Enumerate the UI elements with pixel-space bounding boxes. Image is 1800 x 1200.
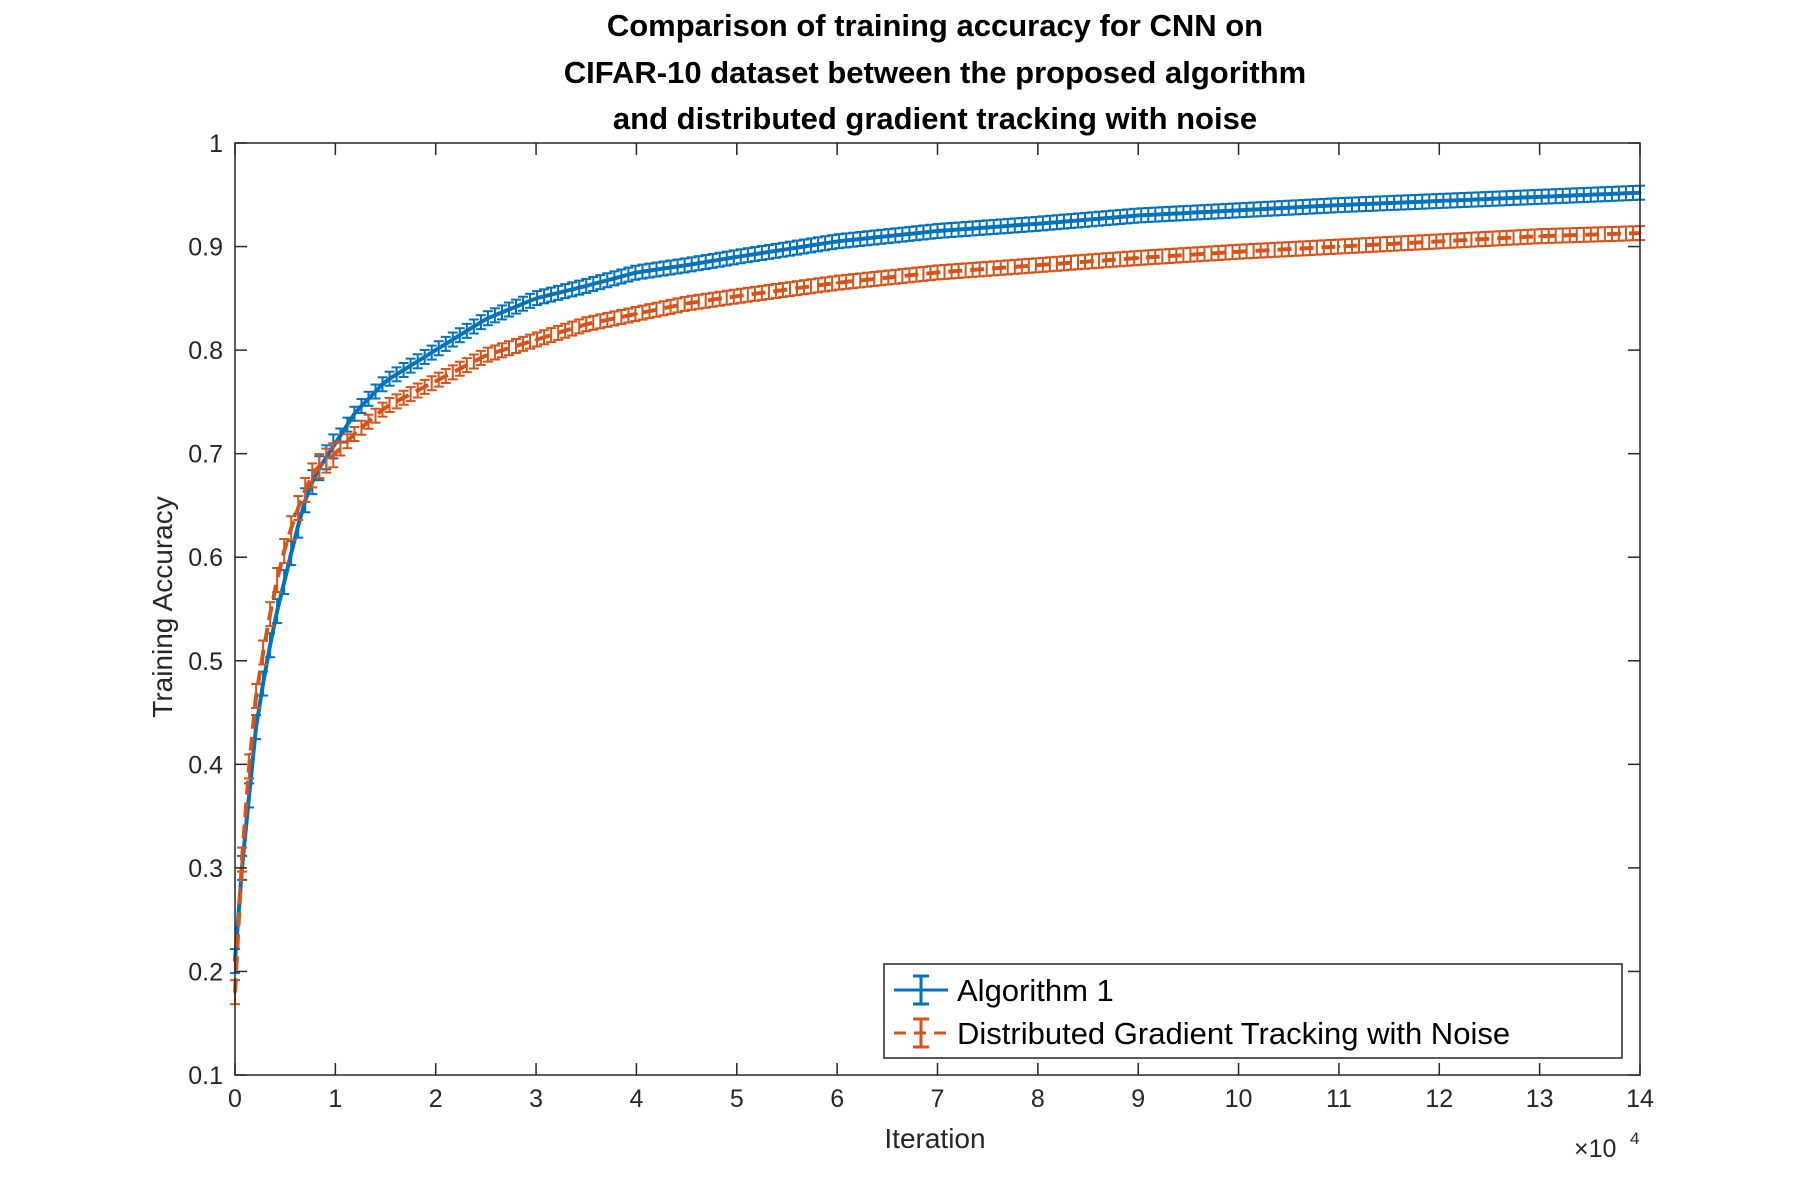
legend-label-dgt-noise: Distributed Gradient Tracking with Noise <box>957 1016 1510 1051</box>
axes <box>234 142 1641 1076</box>
y-tick-label-9: 1 <box>209 130 223 158</box>
x-tick-label-9: 9 <box>1131 1085 1145 1113</box>
point-dgt-noise-13 <box>384 405 388 409</box>
point-dgt-noise-1 <box>238 887 242 891</box>
point-dgt-noise-25 <box>1237 250 1241 254</box>
legend-entry-algorithm-1: Algorithm 1 <box>894 973 1114 1008</box>
legend: Algorithm 1 Distributed Gradient Trackin… <box>883 963 1623 1059</box>
point-algorithm-1-17 <box>584 284 588 288</box>
y-tick-label-4: 0.5 <box>188 648 223 676</box>
x-axis-label: Iteration <box>884 1123 985 1154</box>
point-dgt-noise-4 <box>253 700 257 704</box>
point-dgt-noise-27 <box>1437 239 1441 243</box>
point-algorithm-1-12 <box>353 410 357 414</box>
point-algorithm-1-27 <box>1437 199 1441 203</box>
x-tick-label-12: 12 <box>1425 1085 1453 1113</box>
point-dgt-noise-14 <box>434 379 438 383</box>
x-tick-label-7: 7 <box>931 1085 945 1113</box>
point-algorithm-1-14 <box>434 348 438 352</box>
point-algorithm-1-24 <box>1136 213 1140 217</box>
y-tick-label-7: 0.8 <box>188 337 223 365</box>
point-algorithm-1-13 <box>384 379 388 383</box>
point-dgt-noise-2 <box>243 814 247 818</box>
y-axis-label: Training Accuracy <box>147 496 178 718</box>
x-tick-label-13: 13 <box>1526 1085 1554 1113</box>
point-dgt-noise-23 <box>1036 263 1040 267</box>
y-tick-label-1: 0.2 <box>188 958 223 986</box>
point-dgt-noise-10 <box>313 467 317 471</box>
point-algorithm-1-19 <box>685 263 689 267</box>
chart-title: Comparison of training accuracy for CNN … <box>564 8 1306 136</box>
tick-labels: 0 1 2 3 4 5 6 7 8 9 10 11 12 13 140.10.20.30.40.50.60.… <box>188 130 1654 1113</box>
x-tick-label-3: 3 <box>529 1085 543 1113</box>
x-tick-label-14: 14 <box>1626 1085 1654 1113</box>
point-algorithm-1-28 <box>1538 195 1542 199</box>
y-tick-label-2: 0.3 <box>188 855 223 883</box>
series-algorithm-1 <box>230 184 1645 975</box>
legend-box <box>883 963 1623 1059</box>
point-algorithm-1-23 <box>1036 222 1040 226</box>
point-algorithm-1-5 <box>263 669 267 673</box>
x-tick-label-4: 4 <box>629 1085 643 1113</box>
point-dgt-noise-21 <box>835 281 839 285</box>
plot-area <box>230 143 1645 1075</box>
point-dgt-noise-17 <box>584 322 588 326</box>
point-dgt-noise-8 <box>293 514 297 518</box>
point-dgt-noise-28 <box>1538 234 1542 238</box>
point-dgt-noise-26 <box>1337 245 1341 249</box>
y-tick-label-8: 0.9 <box>188 234 223 262</box>
point-dgt-noise-24 <box>1136 256 1140 260</box>
y-tick-label-3: 0.4 <box>188 751 223 779</box>
point-algorithm-1-16 <box>534 296 538 300</box>
point-dgt-noise-22 <box>936 270 939 274</box>
point-dgt-noise-9 <box>303 488 307 492</box>
point-dgt-noise-20 <box>735 294 739 298</box>
point-dgt-noise-16 <box>534 338 538 342</box>
x-exponent-power: 4 <box>1630 1129 1639 1148</box>
legend-label-algorithm-1: Algorithm 1 <box>957 973 1114 1008</box>
y-tick-label-0: 0.1 <box>188 1062 223 1090</box>
chart-title-line-1: Comparison of training accuracy for CNN … <box>607 8 1263 43</box>
point-algorithm-1-25 <box>1237 208 1241 212</box>
x-exponent-label: ×10 4 <box>1574 1129 1639 1163</box>
point-dgt-noise-6 <box>273 586 277 590</box>
point-algorithm-1-7 <box>283 576 287 580</box>
point-dgt-noise-15 <box>484 353 488 357</box>
point-algorithm-1-20 <box>735 255 739 259</box>
x-tick-label-0: 0 <box>228 1085 242 1113</box>
y-tick-label-5: 0.6 <box>188 544 223 572</box>
x-tick-label-1: 1 <box>328 1085 342 1113</box>
x-tick-label-8: 8 <box>1031 1085 1045 1113</box>
x-tick-label-6: 6 <box>830 1085 844 1113</box>
point-algorithm-1-21 <box>835 239 839 243</box>
x-tick-label-2: 2 <box>429 1085 443 1113</box>
x-tick-label-5: 5 <box>730 1085 744 1113</box>
x-tick-label-11: 11 <box>1326 1085 1352 1113</box>
point-dgt-noise-7 <box>283 545 287 549</box>
chart-title-line-3: and distributed gradient tracking with n… <box>613 101 1257 136</box>
point-dgt-noise-3 <box>248 752 252 756</box>
point-algorithm-1-22 <box>936 229 939 233</box>
point-dgt-noise-18 <box>634 312 638 316</box>
plot-background <box>235 143 1640 1075</box>
point-algorithm-1-15 <box>484 317 488 321</box>
point-algorithm-1-26 <box>1337 203 1341 207</box>
chart-title-line-2: CIFAR-10 dataset between the proposed al… <box>564 55 1306 90</box>
point-dgt-noise-5 <box>263 638 267 642</box>
point-algorithm-1-8 <box>293 535 297 539</box>
y-tick-label-6: 0.7 <box>188 441 223 469</box>
x-exponent-base: ×10 <box>1574 1135 1616 1163</box>
x-tick-label-10: 10 <box>1225 1085 1253 1113</box>
point-dgt-noise-12 <box>353 431 357 435</box>
legend-entry-dgt-noise: Distributed Gradient Tracking with Noise <box>894 1016 1510 1051</box>
series-dgt-noise <box>230 225 1645 1006</box>
point-dgt-noise-19 <box>685 302 689 306</box>
point-algorithm-1-4 <box>253 731 257 735</box>
point-algorithm-1-18 <box>634 270 638 274</box>
point-algorithm-1-6 <box>273 617 277 621</box>
point-dgt-noise-11 <box>333 452 337 456</box>
